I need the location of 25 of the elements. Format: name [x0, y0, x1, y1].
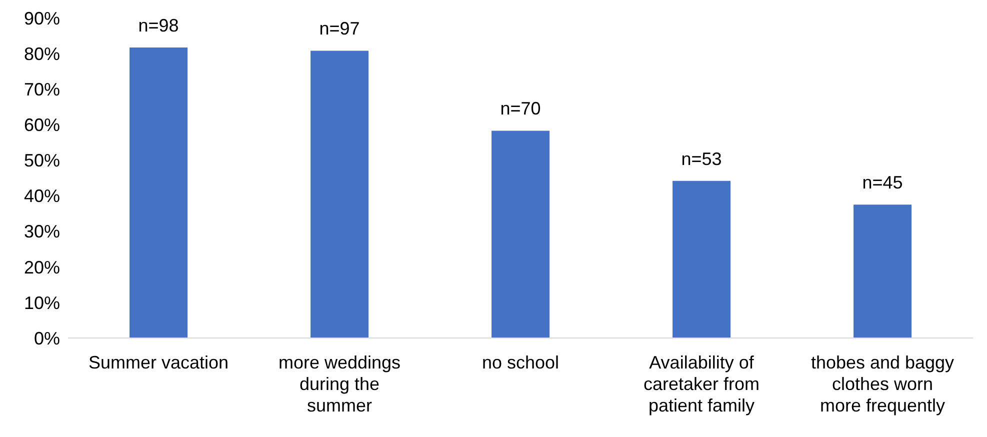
annotation: n=97	[319, 18, 360, 39]
x-tick-label: thobes and baggy clothes worn more frequently	[810, 352, 954, 416]
x-tick-label: Availability of caretaker from patient family	[643, 352, 760, 416]
y-tick-label: 20%	[24, 257, 60, 278]
y-tick-label: 80%	[24, 44, 60, 64]
y-tick-label: 50%	[24, 150, 60, 171]
y-tick-label: 10%	[24, 292, 60, 313]
x-tick-label: more weddings during the summer	[278, 352, 401, 416]
annotation: n=45	[862, 172, 903, 193]
y-tick-label: 70%	[24, 80, 60, 100]
y-tick-label: 40%	[24, 186, 60, 206]
bar	[130, 48, 188, 338]
y-tick-label: 0%	[34, 328, 60, 348]
y-tick-label: 30%	[24, 222, 60, 242]
x-tick-label: no school	[482, 352, 560, 372]
annotation: n=70	[500, 98, 541, 119]
bar	[492, 130, 550, 338]
y-tick-label: 60%	[24, 115, 60, 136]
annotation: n=98	[138, 16, 179, 36]
bar	[310, 50, 369, 338]
x-tick-label: Summer vacation	[88, 352, 229, 372]
y-tick-label: 90%	[24, 8, 60, 28]
bar	[854, 204, 912, 338]
annotation: n=53	[681, 148, 722, 169]
bar	[672, 180, 731, 338]
